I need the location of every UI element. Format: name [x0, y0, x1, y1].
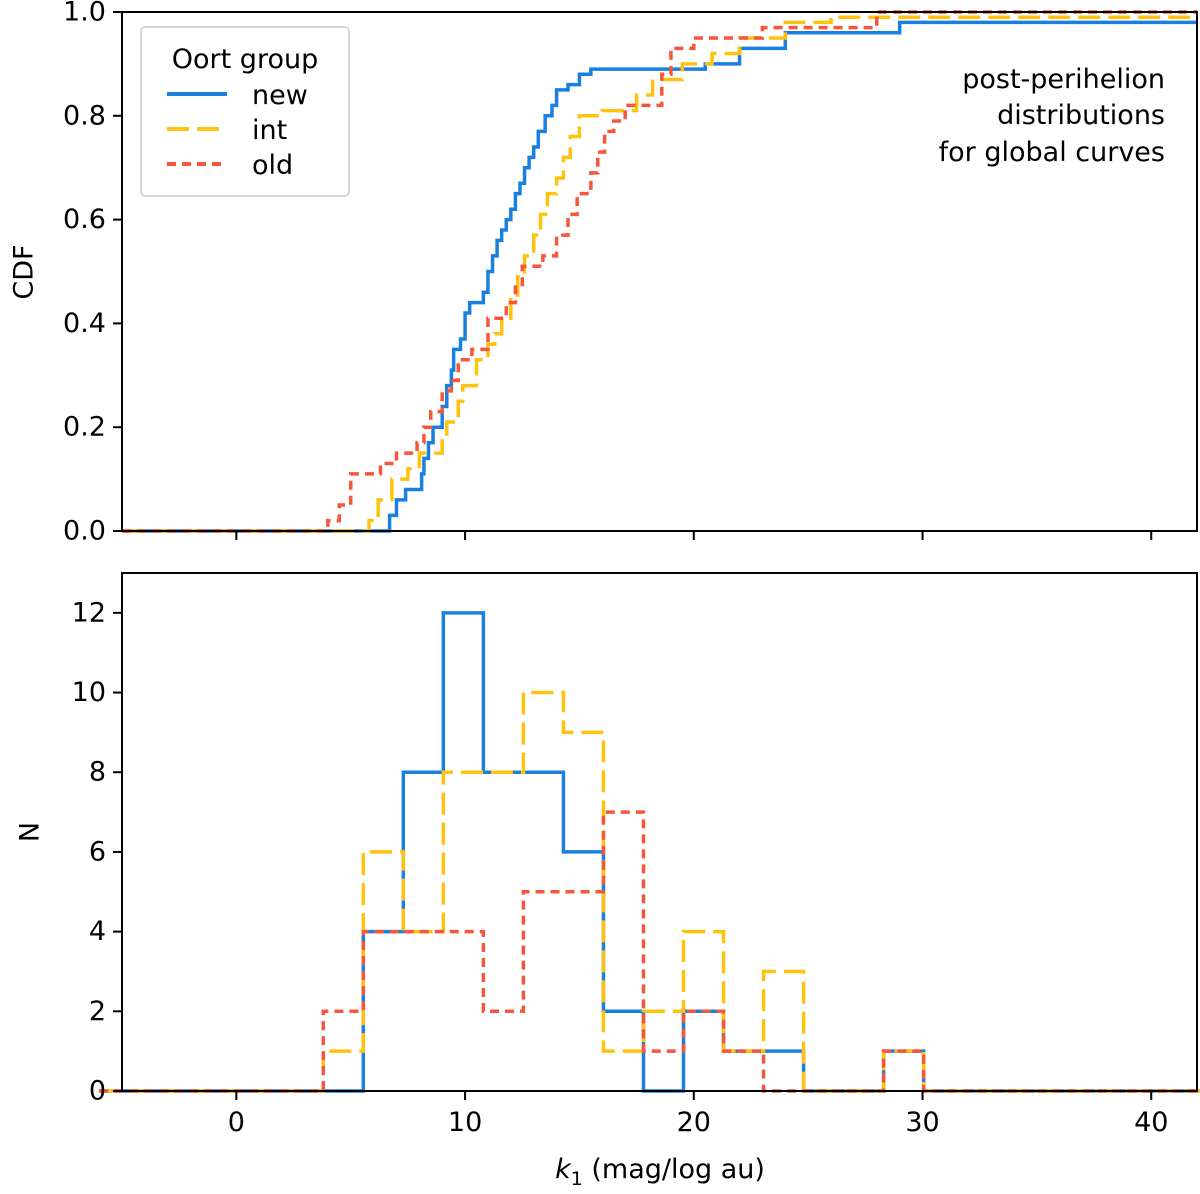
histogram-series-layer [99, 611, 1200, 1093]
cdf-y-tick-label: 0.8 [63, 100, 106, 131]
cdf-series-layer [122, 10, 1197, 533]
histogram-x-tick-label: 40 [1134, 1107, 1168, 1138]
histogram-y-tick-label: 2 [89, 996, 106, 1027]
x-label-subscript: 1 [571, 1168, 583, 1190]
legend-title: Oort group [172, 44, 318, 75]
cdf-line-old [122, 10, 1197, 533]
histogram-x-tick-label: 30 [905, 1107, 939, 1138]
histogram-x-tick-label: 10 [448, 1107, 482, 1138]
cdf-y-tick-label: 0.0 [63, 516, 106, 547]
histogram-x-tick-label: 20 [677, 1107, 711, 1138]
annotation-line-1: post-perihelion [962, 64, 1165, 95]
cdf-x-ticks [235, 531, 1153, 540]
annotation: post-perihelion distributions for global… [939, 64, 1165, 168]
histogram-step-old [99, 810, 1200, 1093]
histogram-y-tick-label: 0 [89, 1076, 106, 1107]
histogram-x-tick-label: 0 [228, 1107, 245, 1138]
histogram-y-tick-label: 8 [89, 757, 106, 788]
legend: Oort group new int old [140, 26, 350, 197]
legend-label-int: int [252, 115, 287, 146]
cdf-y-tick-label: 1.0 [63, 0, 106, 28]
cdf-y-axis-label: CDF [9, 244, 40, 299]
legend-frame [140, 26, 350, 197]
cdf-panel: 0.0 0.2 0.4 0.6 0.8 1.0 CDF Oort group new in… [9, 0, 1198, 547]
cdf-y-tick-label: 0.4 [63, 308, 106, 339]
cdf-line-new [122, 20, 1197, 533]
histogram-step-new [99, 611, 1200, 1093]
cdf-y-tick-label: 0.6 [63, 204, 106, 235]
histogram-x-axis-label: k1 (mag/log au) [555, 1154, 765, 1190]
histogram-y-tick-label: 12 [72, 597, 106, 628]
histogram-y-tick-label: 10 [72, 677, 106, 708]
histogram-plot-frame [121, 572, 1198, 1092]
histogram-y-tick-label: 4 [89, 916, 106, 947]
histogram-x-ticks: 0 10 20 30 40 [228, 1091, 1168, 1138]
x-label-symbol: k [555, 1154, 572, 1185]
x-label-unit: (mag/log au) [583, 1154, 765, 1185]
cdf-y-tick-label: 0.2 [63, 412, 106, 443]
cdf-y-ticks: 0.0 0.2 0.4 0.6 0.8 1.0 [63, 0, 122, 547]
legend-label-new: new [252, 80, 308, 111]
annotation-line-3: for global curves [939, 137, 1165, 168]
histogram-panel: 0 2 4 6 8 10 12 0 10 20 30 40 N k1 (mag/log au) [15, 572, 1200, 1190]
histogram-step-int [99, 690, 1200, 1093]
histogram-y-tick-label: 6 [89, 836, 106, 867]
cdf-plot-frame [121, 11, 1198, 532]
annotation-line-2: distributions [997, 100, 1165, 131]
histogram-y-axis-label: N [15, 822, 46, 842]
histogram-y-ticks: 0 2 4 6 8 10 12 [72, 597, 122, 1107]
legend-label-old: old [252, 150, 293, 181]
